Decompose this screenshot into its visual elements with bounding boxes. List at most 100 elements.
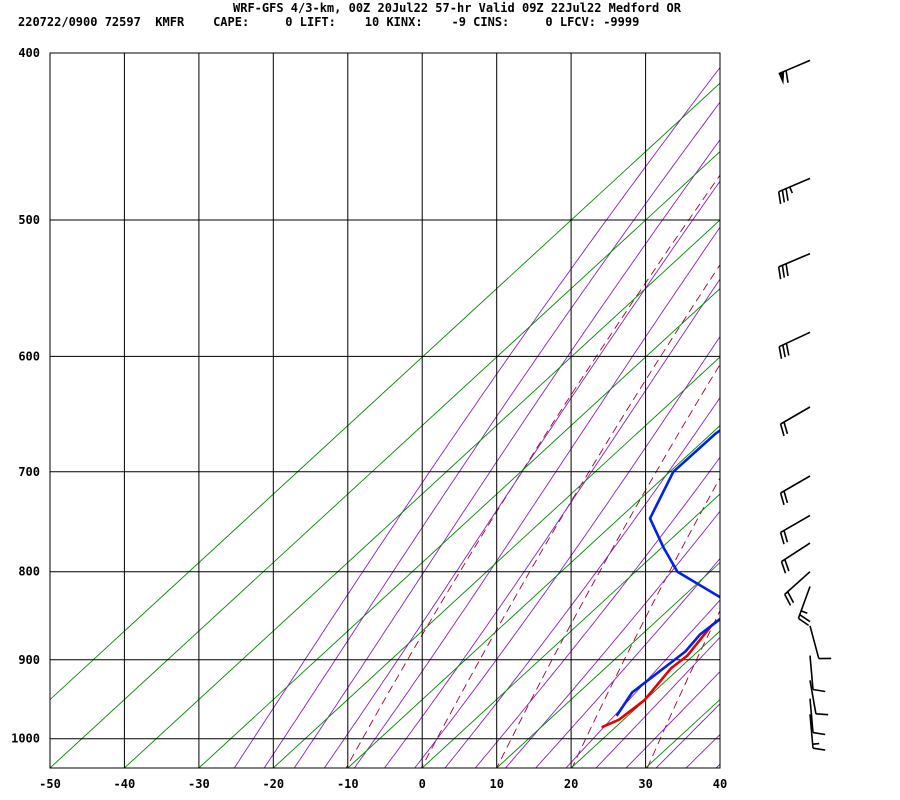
barb-full <box>783 490 789 504</box>
wind-barb <box>778 59 811 85</box>
wind-barb <box>809 655 826 693</box>
moist-adiabat-line <box>263 101 720 768</box>
wind-barb <box>809 625 832 660</box>
pressure-tick-label: 400 <box>18 46 40 60</box>
moist-adiabat-line <box>323 180 720 768</box>
barb-full <box>785 343 790 356</box>
barb-full <box>815 713 829 716</box>
barb-half <box>800 610 808 614</box>
wind-barb <box>779 406 811 437</box>
barb-full <box>778 346 783 359</box>
mixing-ratio-line <box>124 219 720 768</box>
temperature-tick-label: 10 <box>489 777 503 791</box>
barb-full <box>782 344 786 358</box>
barb-full <box>812 731 826 736</box>
wind-barb <box>809 680 829 716</box>
moist-adiabat-line <box>625 671 720 768</box>
mixing-ratio-line <box>347 424 720 768</box>
dewpoint-trace <box>615 428 720 717</box>
moist-adiabat-line <box>233 66 720 768</box>
barb-full <box>785 70 789 83</box>
wind-barb <box>783 571 811 606</box>
dry-adiabat-line <box>420 264 720 768</box>
mixing-ratio-line <box>421 493 720 768</box>
wind-barb <box>777 177 811 205</box>
moist-adiabat-line <box>353 226 720 768</box>
wind-barb <box>809 698 826 736</box>
temperature-tick-label: 40 <box>713 777 727 791</box>
mixing-ratio-line <box>50 82 720 701</box>
barb-full <box>812 688 826 693</box>
barb-full <box>779 532 785 545</box>
wind-barb <box>780 542 811 574</box>
barb-full <box>783 421 789 435</box>
mixing-ratio-line <box>570 630 720 768</box>
pressure-tick-label: 500 <box>18 213 40 227</box>
temperature-trace <box>601 617 720 729</box>
pressure-tick-label: 1000 <box>11 732 40 746</box>
barb-full <box>785 188 789 201</box>
barb-pennant <box>778 71 785 85</box>
pressure-tick-label: 600 <box>18 349 40 363</box>
wind-barb <box>777 252 811 280</box>
mixing-ratio-line <box>719 767 720 768</box>
chart-title: WRF-GFS 4/3-km, 00Z 20Jul22 57-hr Valid … <box>233 1 681 15</box>
temperature-tick-label: 0 <box>419 777 426 791</box>
barb-full <box>781 265 786 278</box>
dry-adiabat-line <box>868 0 900 782</box>
wind-barb <box>779 514 811 545</box>
barb-full <box>784 559 790 572</box>
mixing-ratio-line <box>496 561 720 768</box>
temperature-tick-label: -50 <box>39 777 61 791</box>
dry-adiabat-line <box>345 174 720 768</box>
pressure-tick-label: 900 <box>18 653 40 667</box>
pressure-tick-label: 800 <box>18 565 40 579</box>
barb-half <box>788 186 794 194</box>
sounding-traces <box>601 428 720 729</box>
temperature-tick-label: -20 <box>262 777 284 791</box>
barb-full <box>779 423 785 437</box>
barb-full <box>799 614 811 623</box>
moist-adiabat-line <box>535 557 720 768</box>
moist-adiabat-line <box>383 278 720 768</box>
dry-adiabat-line <box>717 0 900 782</box>
moist-adiabat-line <box>595 636 720 768</box>
moist-adiabat-line <box>715 763 720 768</box>
moist-adiabat-line <box>504 510 720 768</box>
barb-full <box>785 263 789 277</box>
temperature-tick-label: 30 <box>638 777 652 791</box>
background-lines <box>50 0 900 782</box>
dry-adiabat-line <box>793 0 900 782</box>
barb-full <box>783 594 792 606</box>
wind-barb <box>779 475 811 506</box>
barb-full <box>783 530 789 543</box>
moist-adiabat-line <box>565 599 720 768</box>
wind-barb <box>797 586 811 627</box>
barb-full <box>781 190 786 203</box>
wind-barb <box>778 331 811 359</box>
dry-adiabat-line <box>571 477 720 768</box>
isobar-isotherm-grid <box>49 52 721 768</box>
wind-barb <box>809 714 826 751</box>
barb-full <box>777 266 782 280</box>
moist-adiabat-line <box>444 396 720 768</box>
pressure-tick-label: 700 <box>18 465 40 479</box>
mixing-ratio-line <box>272 356 720 768</box>
temperature-tick-label: 20 <box>564 777 578 791</box>
barb-full <box>797 617 810 627</box>
barb-full <box>812 747 826 751</box>
barb-full <box>780 561 787 574</box>
moist-adiabat-line <box>293 138 720 768</box>
mixing-ratio-line <box>198 287 720 768</box>
barb-full <box>786 591 795 604</box>
moist-adiabat-line <box>655 703 720 768</box>
barb-half <box>812 742 820 745</box>
temperature-tick-label: -30 <box>188 777 210 791</box>
moist-adiabat-line <box>685 733 720 768</box>
dry-adiabat-line <box>496 363 720 768</box>
wind-barb-column <box>777 59 832 751</box>
station-info-line: 220722/0900 72597 KMFR CAPE: 0 LIFT: 10 … <box>18 15 640 29</box>
mixing-ratio-line <box>50 150 720 768</box>
temperature-tick-label: -40 <box>114 777 136 791</box>
